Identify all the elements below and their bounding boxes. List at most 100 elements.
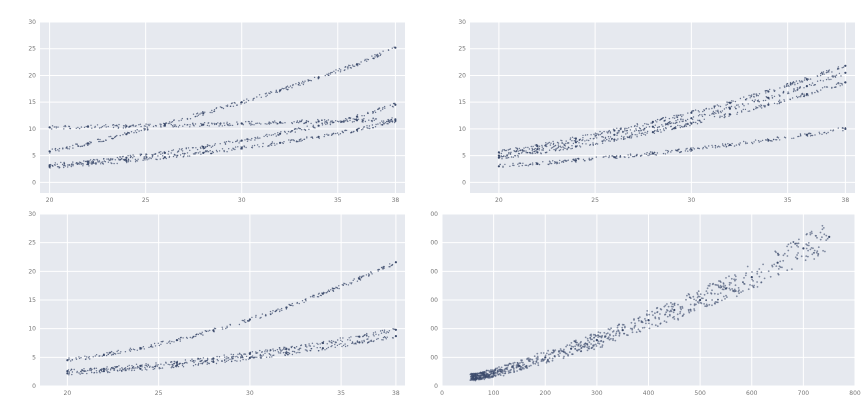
data-point <box>330 71 332 74</box>
data-point <box>687 112 689 114</box>
data-point <box>206 145 209 147</box>
data-point <box>244 319 246 321</box>
data-point <box>509 165 511 167</box>
data-point <box>599 133 601 136</box>
series-2 <box>48 118 397 169</box>
data-point <box>570 148 572 150</box>
data-point <box>500 152 503 155</box>
data-point <box>821 224 824 227</box>
data-point <box>214 327 217 330</box>
data-point <box>215 107 217 110</box>
data-point <box>510 366 513 369</box>
data-point <box>563 143 565 145</box>
data-point <box>635 331 638 334</box>
data-point <box>332 121 334 124</box>
data-point <box>606 332 609 335</box>
data-point <box>269 356 271 358</box>
data-point <box>356 130 359 133</box>
data-point <box>687 150 689 152</box>
data-point <box>682 114 684 116</box>
data-point <box>334 72 337 74</box>
data-point <box>646 132 648 134</box>
data-point <box>667 123 669 126</box>
data-point <box>807 249 809 252</box>
data-point <box>609 131 611 133</box>
data-point <box>554 145 556 147</box>
data-point <box>70 368 73 370</box>
data-point <box>241 319 243 322</box>
data-point <box>221 326 223 328</box>
data-point <box>688 311 691 314</box>
data-point <box>778 99 781 101</box>
data-point <box>797 252 799 254</box>
data-point <box>670 310 673 313</box>
data-point <box>798 80 801 82</box>
data-point <box>681 115 683 118</box>
data-point <box>75 143 77 145</box>
data-point <box>578 158 580 160</box>
data-point <box>536 144 539 148</box>
data-point <box>797 135 799 138</box>
data-point <box>660 118 662 120</box>
data-point <box>730 100 733 102</box>
data-point <box>372 57 375 59</box>
data-point <box>316 347 318 349</box>
data-point <box>672 316 674 319</box>
data-point <box>340 339 342 341</box>
data-point <box>374 54 376 56</box>
data-point <box>384 336 387 339</box>
data-point <box>586 344 589 346</box>
data-point <box>520 149 522 151</box>
data-point <box>139 367 142 370</box>
data-point <box>292 139 295 141</box>
data-point <box>289 85 292 87</box>
data-point <box>85 370 87 372</box>
data-point <box>540 358 543 361</box>
data-point <box>304 345 307 347</box>
data-point <box>513 370 516 373</box>
data-point <box>693 308 695 310</box>
data-point <box>613 138 616 141</box>
data-point <box>644 318 646 320</box>
data-point <box>243 321 246 323</box>
data-point <box>330 289 332 291</box>
data-point <box>367 127 369 129</box>
y-tick-label: 30 <box>28 19 36 26</box>
data-point <box>102 161 104 163</box>
data-point <box>724 298 726 300</box>
data-point <box>292 84 294 87</box>
data-point <box>97 161 99 163</box>
data-point <box>665 311 668 314</box>
data-point <box>735 295 738 298</box>
data-point <box>296 128 298 130</box>
data-point <box>232 353 235 356</box>
data-point <box>110 367 113 369</box>
data-point <box>184 362 186 364</box>
data-point <box>718 105 720 107</box>
data-point <box>817 253 820 255</box>
data-point <box>112 126 115 129</box>
data-point <box>351 121 354 123</box>
data-point <box>301 300 304 302</box>
data-point <box>116 134 118 137</box>
data-point <box>145 125 147 127</box>
y-tick-label: 5 <box>32 354 36 361</box>
data-point <box>631 136 633 138</box>
data-point <box>618 323 620 326</box>
data-point <box>758 275 761 278</box>
data-point <box>804 133 806 135</box>
data-point <box>679 310 682 313</box>
data-point <box>375 55 377 57</box>
data-point <box>247 99 250 102</box>
data-point <box>110 350 113 353</box>
data-point <box>807 242 810 244</box>
data-point <box>841 83 843 85</box>
data-point <box>224 361 226 363</box>
data-point <box>506 366 509 369</box>
data-point <box>828 71 830 73</box>
data-point <box>596 137 598 139</box>
data-point <box>389 104 391 106</box>
data-point <box>373 340 375 342</box>
data-point <box>345 283 348 286</box>
data-point <box>609 132 612 134</box>
